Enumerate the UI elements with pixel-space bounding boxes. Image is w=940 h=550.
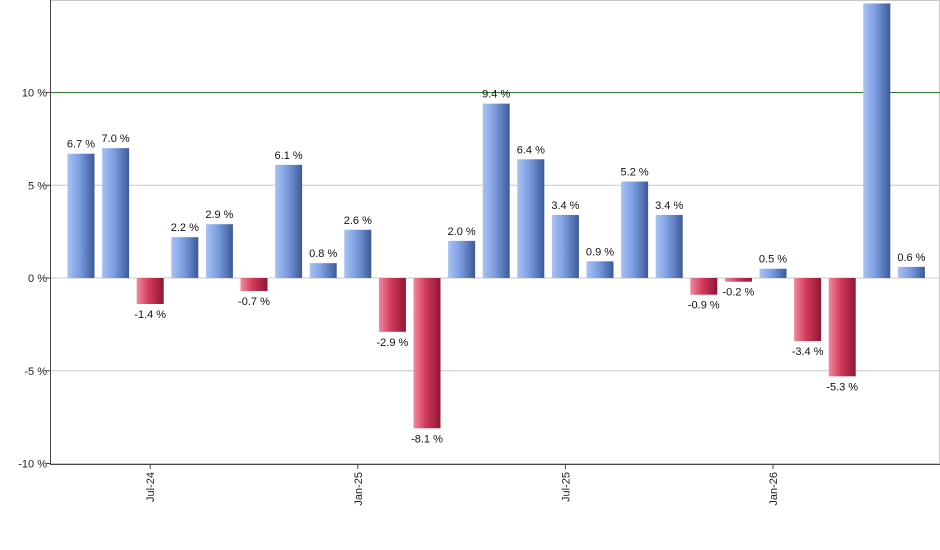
- data-label: 0.6 %: [897, 252, 925, 264]
- data-label: -3.4 %: [792, 346, 824, 358]
- data-label: -1.4 %: [134, 309, 166, 321]
- bar: [344, 229, 372, 278]
- bar: [136, 278, 164, 304]
- bar: [759, 268, 787, 278]
- data-label: 7.0 %: [102, 133, 130, 145]
- data-label: 2.6 %: [344, 215, 372, 227]
- x-tick-label: Jul-25: [560, 472, 572, 502]
- bar: [102, 148, 130, 278]
- bar: [482, 103, 510, 278]
- data-label: 6.7 %: [67, 139, 95, 151]
- data-label: 2.2 %: [171, 222, 199, 234]
- data-label: 3.4 %: [655, 200, 683, 212]
- bars: [67, 3, 925, 429]
- axes: -10 % -5 % 0 % 5 % 10 % Jul-24 Jan-25 Jul-25 Jan…: [18, 0, 940, 506]
- data-label: -2.9 %: [377, 337, 409, 349]
- bar: [551, 214, 579, 278]
- data-label: 0.5 %: [759, 254, 787, 266]
- data-label: -8.1 %: [411, 433, 443, 445]
- bar: [794, 278, 822, 342]
- data-label: 0.8 %: [309, 248, 337, 260]
- data-label: 5.2 %: [621, 167, 649, 179]
- bar: [517, 159, 545, 278]
- bar: [690, 278, 718, 295]
- bar: [275, 164, 303, 278]
- bar: [621, 181, 649, 278]
- y-tick-label: 10 %: [22, 88, 47, 100]
- bar: [586, 261, 614, 278]
- bar: [448, 240, 476, 278]
- bar: [655, 214, 683, 278]
- bar: [309, 263, 337, 278]
- data-label: -0.2 %: [723, 287, 755, 299]
- bar: [828, 278, 856, 377]
- bar: [724, 278, 752, 282]
- data-label: 2.9 %: [205, 209, 233, 221]
- data-label: -0.7 %: [238, 296, 270, 308]
- value-labels: 6.7 % 7.0 % -1.4 % 2.2 % 2.9 % -0.7 % 6.1 % 0.8…: [67, 0, 926, 445]
- x-tick-label: Jul-24: [145, 472, 157, 502]
- data-label: 6.1 %: [275, 150, 303, 162]
- y-tick-label: -5 %: [24, 366, 47, 378]
- y-tick-label: -10 %: [18, 459, 47, 471]
- data-label: 0.9 %: [586, 246, 614, 258]
- bar: [413, 278, 441, 429]
- data-label: 2.0 %: [448, 226, 476, 238]
- data-label: 9.4 %: [482, 89, 510, 101]
- data-label: 3.4 %: [551, 200, 579, 212]
- data-label: -5.3 %: [826, 381, 858, 393]
- data-label: 6.4 %: [517, 144, 545, 156]
- bar: [897, 266, 925, 278]
- x-tick-label: Jan-26: [768, 472, 780, 506]
- y-tick-label: 0 %: [28, 273, 47, 285]
- bar: [67, 153, 95, 278]
- x-tick-label: Jan-25: [353, 472, 365, 506]
- bar: [205, 224, 233, 278]
- data-label: -0.9 %: [688, 300, 720, 312]
- bar: [171, 237, 199, 278]
- bar: [863, 3, 891, 279]
- y-tick-label: 5 %: [28, 180, 47, 192]
- bar: [240, 278, 268, 291]
- bar: [378, 278, 406, 332]
